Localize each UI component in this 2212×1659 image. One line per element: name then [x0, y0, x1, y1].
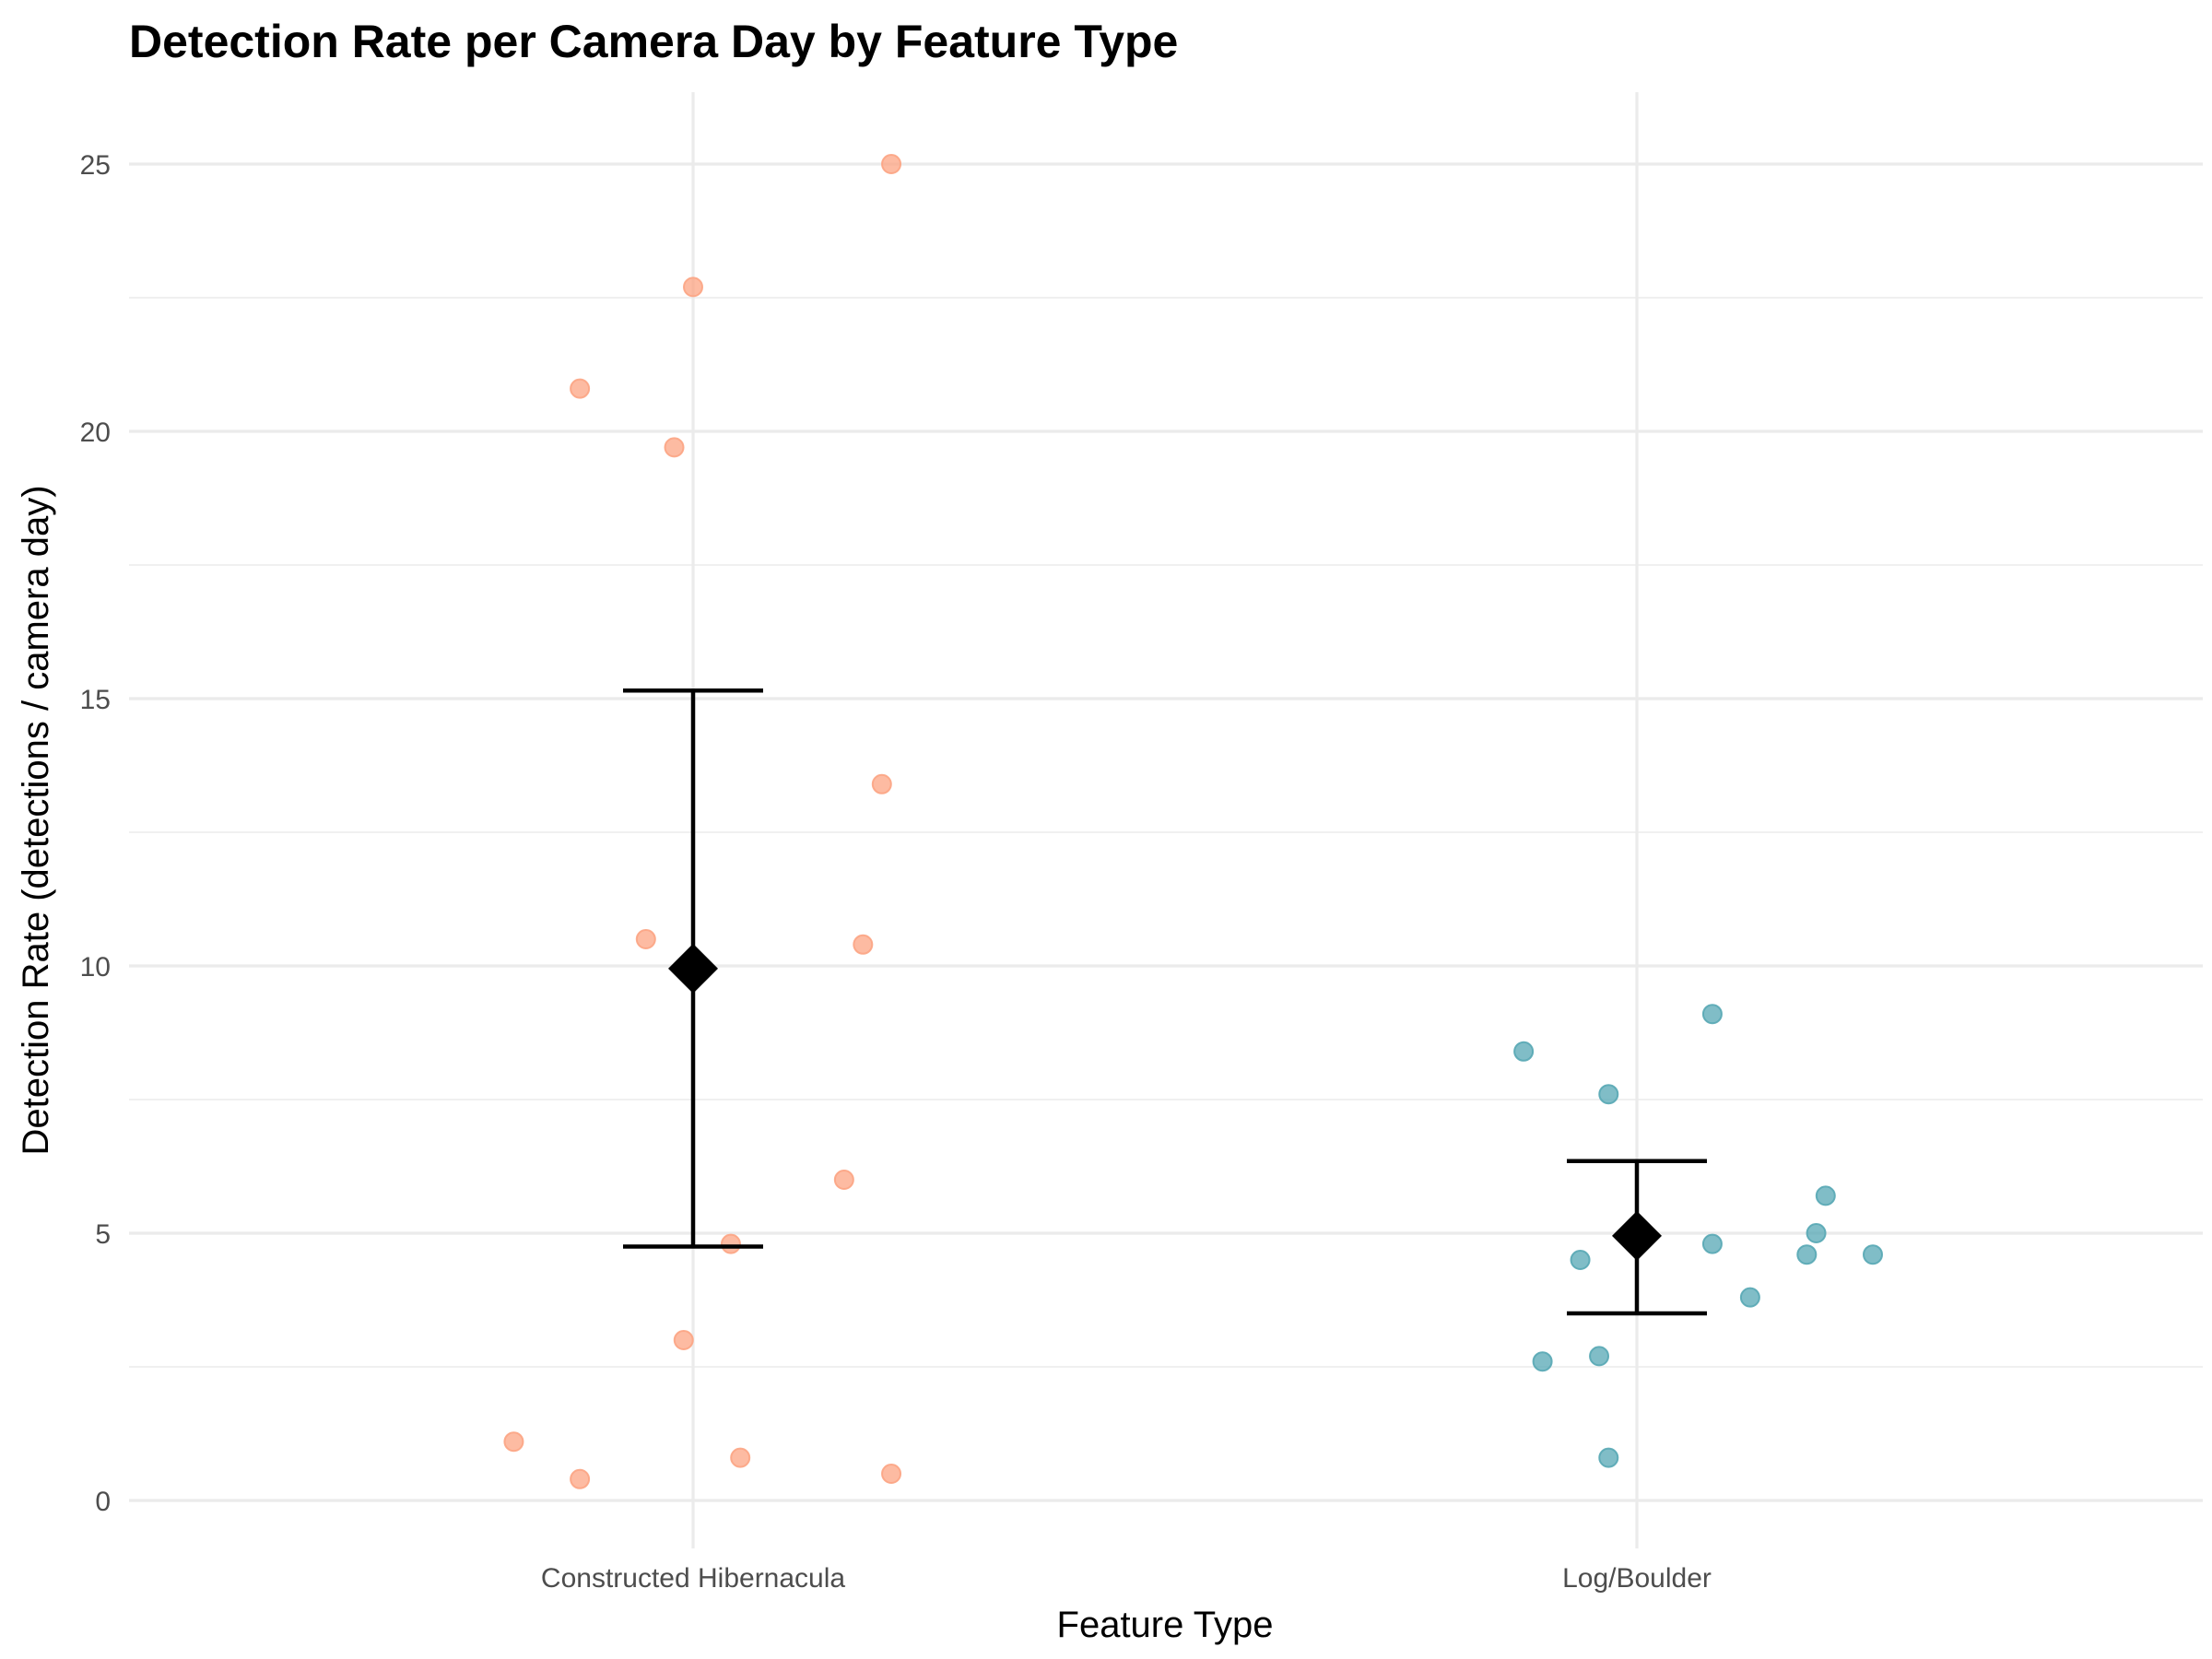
mean-diamond [668, 943, 718, 994]
y-tick-label: 5 [95, 1219, 111, 1250]
data-point [664, 437, 685, 458]
x-axis-title: Feature Type [1057, 1605, 1274, 1645]
data-point [673, 1330, 694, 1350]
y-tick-label: 0 [95, 1487, 111, 1517]
data-point [720, 1233, 741, 1254]
y-axis-ticks: 0 5 10 15 20 25 [80, 150, 111, 1517]
data-point [683, 276, 703, 298]
data-point [1796, 1244, 1818, 1265]
data-point [570, 378, 591, 399]
data-point [1598, 1084, 1619, 1105]
data-point [503, 1431, 524, 1453]
data-point [1701, 1233, 1723, 1254]
y-tick-label: 20 [80, 418, 111, 448]
y-tick-label: 15 [80, 685, 111, 715]
mean-ci-summary [623, 688, 1707, 1316]
data-points [503, 154, 1883, 1489]
data-point [1815, 1185, 1836, 1206]
data-point [1570, 1250, 1591, 1270]
x-tick-label: Constructed Hibernacula [541, 1563, 845, 1594]
data-point [871, 773, 892, 794]
data-point [1701, 1004, 1723, 1025]
data-point [1863, 1244, 1883, 1265]
x-axis-ticks: Constructed Hibernacula Log/Boulder [541, 1563, 1712, 1594]
y-tick-label: 25 [80, 150, 111, 181]
mean-diamond [1612, 1210, 1662, 1261]
data-point [881, 1464, 902, 1484]
data-point [1739, 1287, 1760, 1308]
data-point [1532, 1351, 1553, 1372]
data-point [881, 154, 902, 174]
data-point [1513, 1041, 1535, 1062]
data-point [1598, 1447, 1619, 1468]
x-tick-label: Log/Boulder [1562, 1563, 1712, 1594]
chart-title: Detection Rate per Camera Day by Feature… [129, 16, 1178, 67]
data-point [853, 934, 874, 955]
y-axis-title: Detection Rate (detections / camera day) [16, 485, 56, 1155]
data-point [1806, 1223, 1827, 1243]
data-point [570, 1468, 591, 1489]
data-point [833, 1170, 854, 1190]
data-point [635, 929, 656, 949]
data-point [730, 1447, 751, 1468]
y-tick-label: 10 [80, 952, 111, 982]
data-point [1589, 1346, 1610, 1367]
gridlines [129, 92, 2203, 1548]
